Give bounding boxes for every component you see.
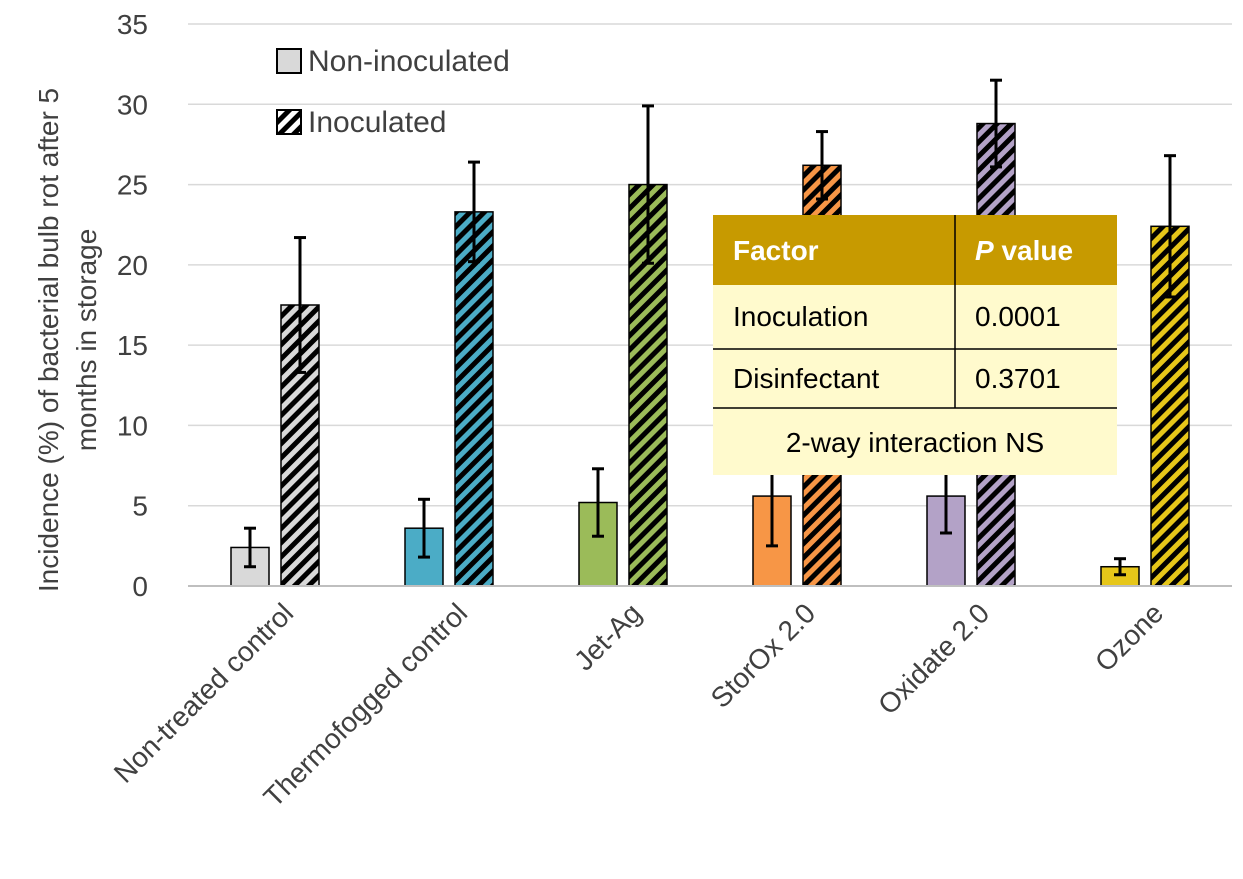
y-tick-label: 25 [117, 170, 148, 201]
y-tick-label: 10 [117, 410, 148, 441]
category-label: Ozone [1089, 597, 1169, 677]
y-tick-label: 0 [132, 571, 148, 602]
category-label: Jet-Ag [568, 597, 647, 676]
stats-header-p-italic: P [975, 235, 994, 266]
legend-swatch-inoculated [277, 110, 301, 134]
legend-item-inoculated: Inoculated [277, 106, 446, 139]
stats-row-2-p: 0.3701 [975, 363, 1061, 394]
stats-row-1-p: 0.0001 [975, 301, 1061, 332]
legend-label-inoculated: Inoculated [308, 106, 446, 139]
stats-header-p-rest: value [994, 235, 1073, 266]
legend: Non-inoculated Inoculated [277, 45, 510, 139]
legend-label-non-inoculated: Non-inoculated [308, 45, 510, 78]
y-tick-labels: 0 5 10 15 20 25 30 35 [117, 9, 148, 602]
bar-inoculated [455, 212, 493, 586]
stats-header-p-value: P value [975, 235, 1073, 266]
stats-row-2-factor: Disinfectant [733, 363, 880, 394]
y-tick-label: 30 [117, 89, 148, 120]
stats-footer: 2-way interaction NS [786, 427, 1044, 458]
y-axis-title-line1: Incidence (%) of bacterial bulb rot afte… [33, 88, 64, 592]
stats-header-factor: Factor [733, 235, 819, 266]
stats-row-1-factor: Inoculation [733, 301, 868, 332]
category-label: Non-treated control [108, 597, 299, 788]
legend-item-non-inoculated: Non-inoculated [277, 45, 510, 78]
y-tick-label: 35 [117, 9, 148, 40]
category-label: StorOx 2.0 [705, 597, 822, 714]
y-axis-title: Incidence (%) of bacterial bulb rot afte… [33, 88, 102, 592]
y-axis-title-line2: months in storage [71, 229, 102, 452]
y-tick-label: 5 [132, 491, 148, 522]
category-label: Thermofogged control [258, 597, 474, 813]
legend-swatch-non-inoculated [277, 49, 301, 73]
y-tick-label: 20 [117, 250, 148, 281]
category-label: Oxidate 2.0 [872, 597, 995, 720]
stats-table: Factor P value Inoculation 0.0001 Disinf… [713, 215, 1117, 475]
y-tick-label: 15 [117, 330, 148, 361]
